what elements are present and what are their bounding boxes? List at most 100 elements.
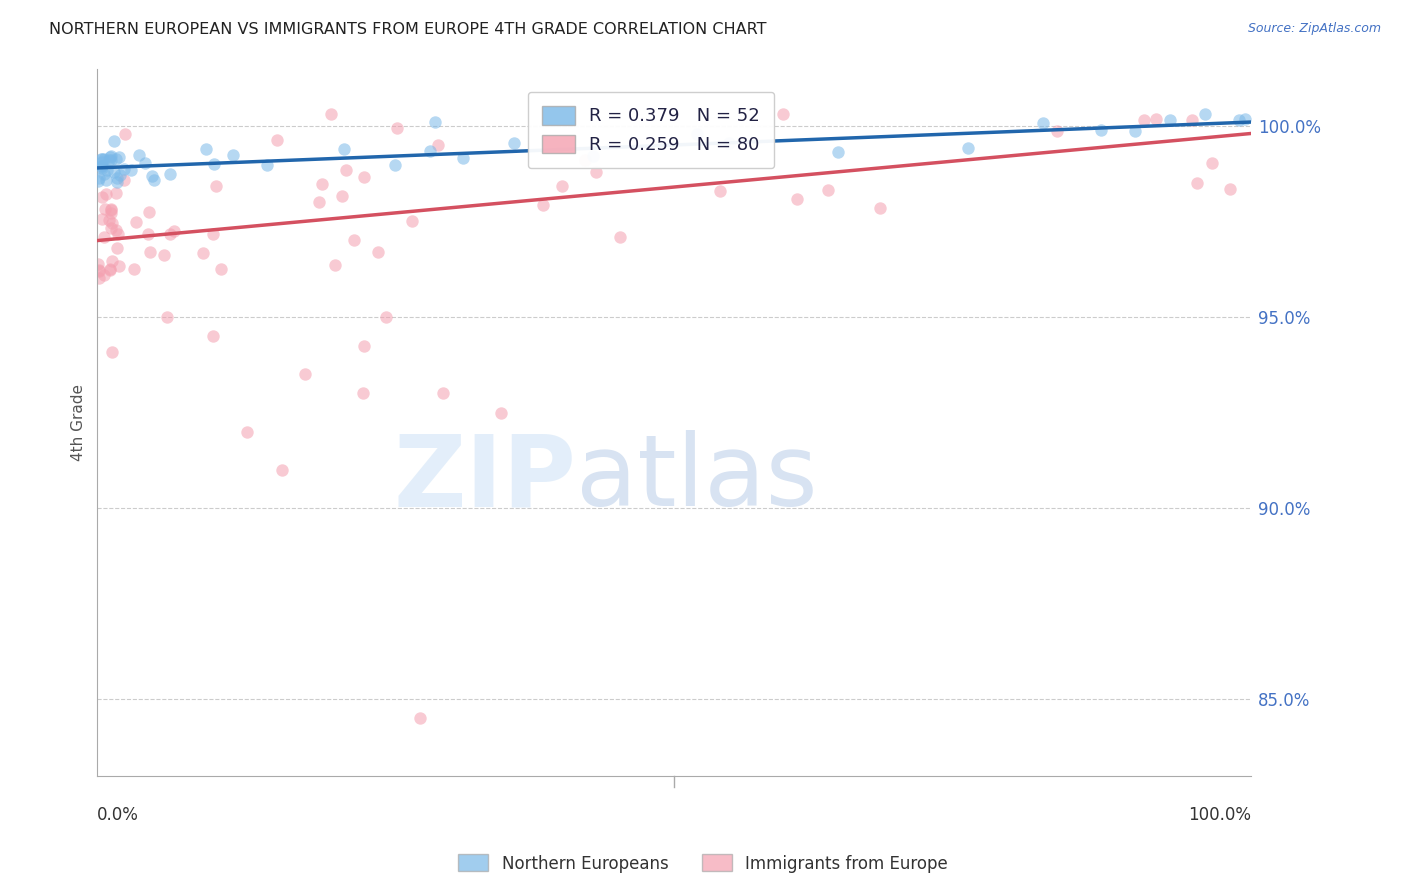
Point <box>105 175 128 189</box>
Point <box>1219 182 1241 196</box>
Point <box>432 386 454 401</box>
Point <box>94 202 117 216</box>
Point <box>91 160 114 174</box>
Point <box>104 152 127 166</box>
Point <box>333 142 356 156</box>
Point <box>367 244 389 259</box>
Point <box>270 463 292 477</box>
Point <box>1201 156 1223 170</box>
Point <box>101 216 124 230</box>
Y-axis label: 4th Grade: 4th Grade <box>72 384 86 460</box>
Point <box>531 198 554 212</box>
Point <box>93 167 115 181</box>
Point <box>325 258 347 272</box>
Point <box>717 136 740 150</box>
Point <box>1032 116 1054 130</box>
Point <box>93 152 115 166</box>
Point <box>87 170 110 185</box>
Point <box>101 345 124 359</box>
Text: NORTHERN EUROPEAN VS IMMIGRANTS FROM EUROPE 4TH GRADE CORRELATION CHART: NORTHERN EUROPEAN VS IMMIGRANTS FROM EUR… <box>49 22 766 37</box>
Point <box>98 150 121 164</box>
Point <box>574 153 596 167</box>
Point <box>686 127 709 141</box>
Point <box>139 245 162 260</box>
Point <box>266 132 288 146</box>
Point <box>87 174 110 188</box>
Point <box>409 711 432 725</box>
Point <box>1046 124 1069 138</box>
Point <box>201 227 224 242</box>
Point <box>352 386 374 401</box>
Point <box>502 136 524 150</box>
Point <box>236 425 259 439</box>
Point <box>1146 112 1168 126</box>
Point <box>87 263 110 277</box>
Point <box>201 329 224 343</box>
Point <box>152 248 174 262</box>
Point <box>100 153 122 167</box>
Point <box>817 183 839 197</box>
Point <box>1227 113 1250 128</box>
Point <box>112 161 135 176</box>
Point <box>100 206 122 220</box>
Text: Source: ZipAtlas.com: Source: ZipAtlas.com <box>1247 22 1381 36</box>
Point <box>136 227 159 241</box>
Point <box>142 173 165 187</box>
Point <box>427 138 450 153</box>
Text: 100.0%: 100.0% <box>1188 806 1251 824</box>
Point <box>1181 112 1204 127</box>
Point <box>100 221 122 235</box>
Point <box>93 229 115 244</box>
Legend: R = 0.379   N = 52, R = 0.259   N = 80: R = 0.379 N = 52, R = 0.259 N = 80 <box>527 92 775 169</box>
Point <box>609 229 631 244</box>
Point <box>93 268 115 282</box>
Point <box>90 161 112 176</box>
Point <box>100 202 122 216</box>
Point <box>87 257 110 271</box>
Point <box>585 165 607 179</box>
Point <box>98 262 121 277</box>
Point <box>827 145 849 159</box>
Text: atlas: atlas <box>576 430 818 527</box>
Point <box>195 142 218 156</box>
Point <box>222 148 245 162</box>
Point <box>256 158 278 172</box>
Point <box>128 148 150 162</box>
Legend: Northern Europeans, Immigrants from Europe: Northern Europeans, Immigrants from Euro… <box>451 847 955 880</box>
Point <box>87 263 110 277</box>
Point <box>581 149 603 163</box>
Text: ZIP: ZIP <box>394 430 576 527</box>
Point <box>1090 123 1112 137</box>
Point <box>353 170 375 185</box>
Point <box>489 406 512 420</box>
Point <box>956 140 979 154</box>
Point <box>122 262 145 277</box>
Point <box>114 127 136 141</box>
Text: 0.0%: 0.0% <box>97 806 139 824</box>
Point <box>101 254 124 268</box>
Point <box>98 262 121 277</box>
Point <box>1133 112 1156 127</box>
Point <box>202 157 225 171</box>
Point <box>141 169 163 183</box>
Point <box>94 172 117 186</box>
Point <box>98 153 121 168</box>
Point <box>159 227 181 241</box>
Point <box>100 149 122 163</box>
Point <box>1233 112 1256 127</box>
Point <box>120 163 142 178</box>
Point <box>191 246 214 260</box>
Point <box>105 171 128 186</box>
Point <box>87 271 110 285</box>
Point <box>112 173 135 187</box>
Point <box>374 310 396 324</box>
Point <box>100 202 122 217</box>
Point <box>401 214 423 228</box>
Point <box>335 163 357 178</box>
Point <box>138 205 160 219</box>
Point <box>353 339 375 353</box>
Point <box>107 227 129 241</box>
Point <box>387 120 409 135</box>
Point <box>155 310 177 324</box>
Point <box>551 179 574 194</box>
